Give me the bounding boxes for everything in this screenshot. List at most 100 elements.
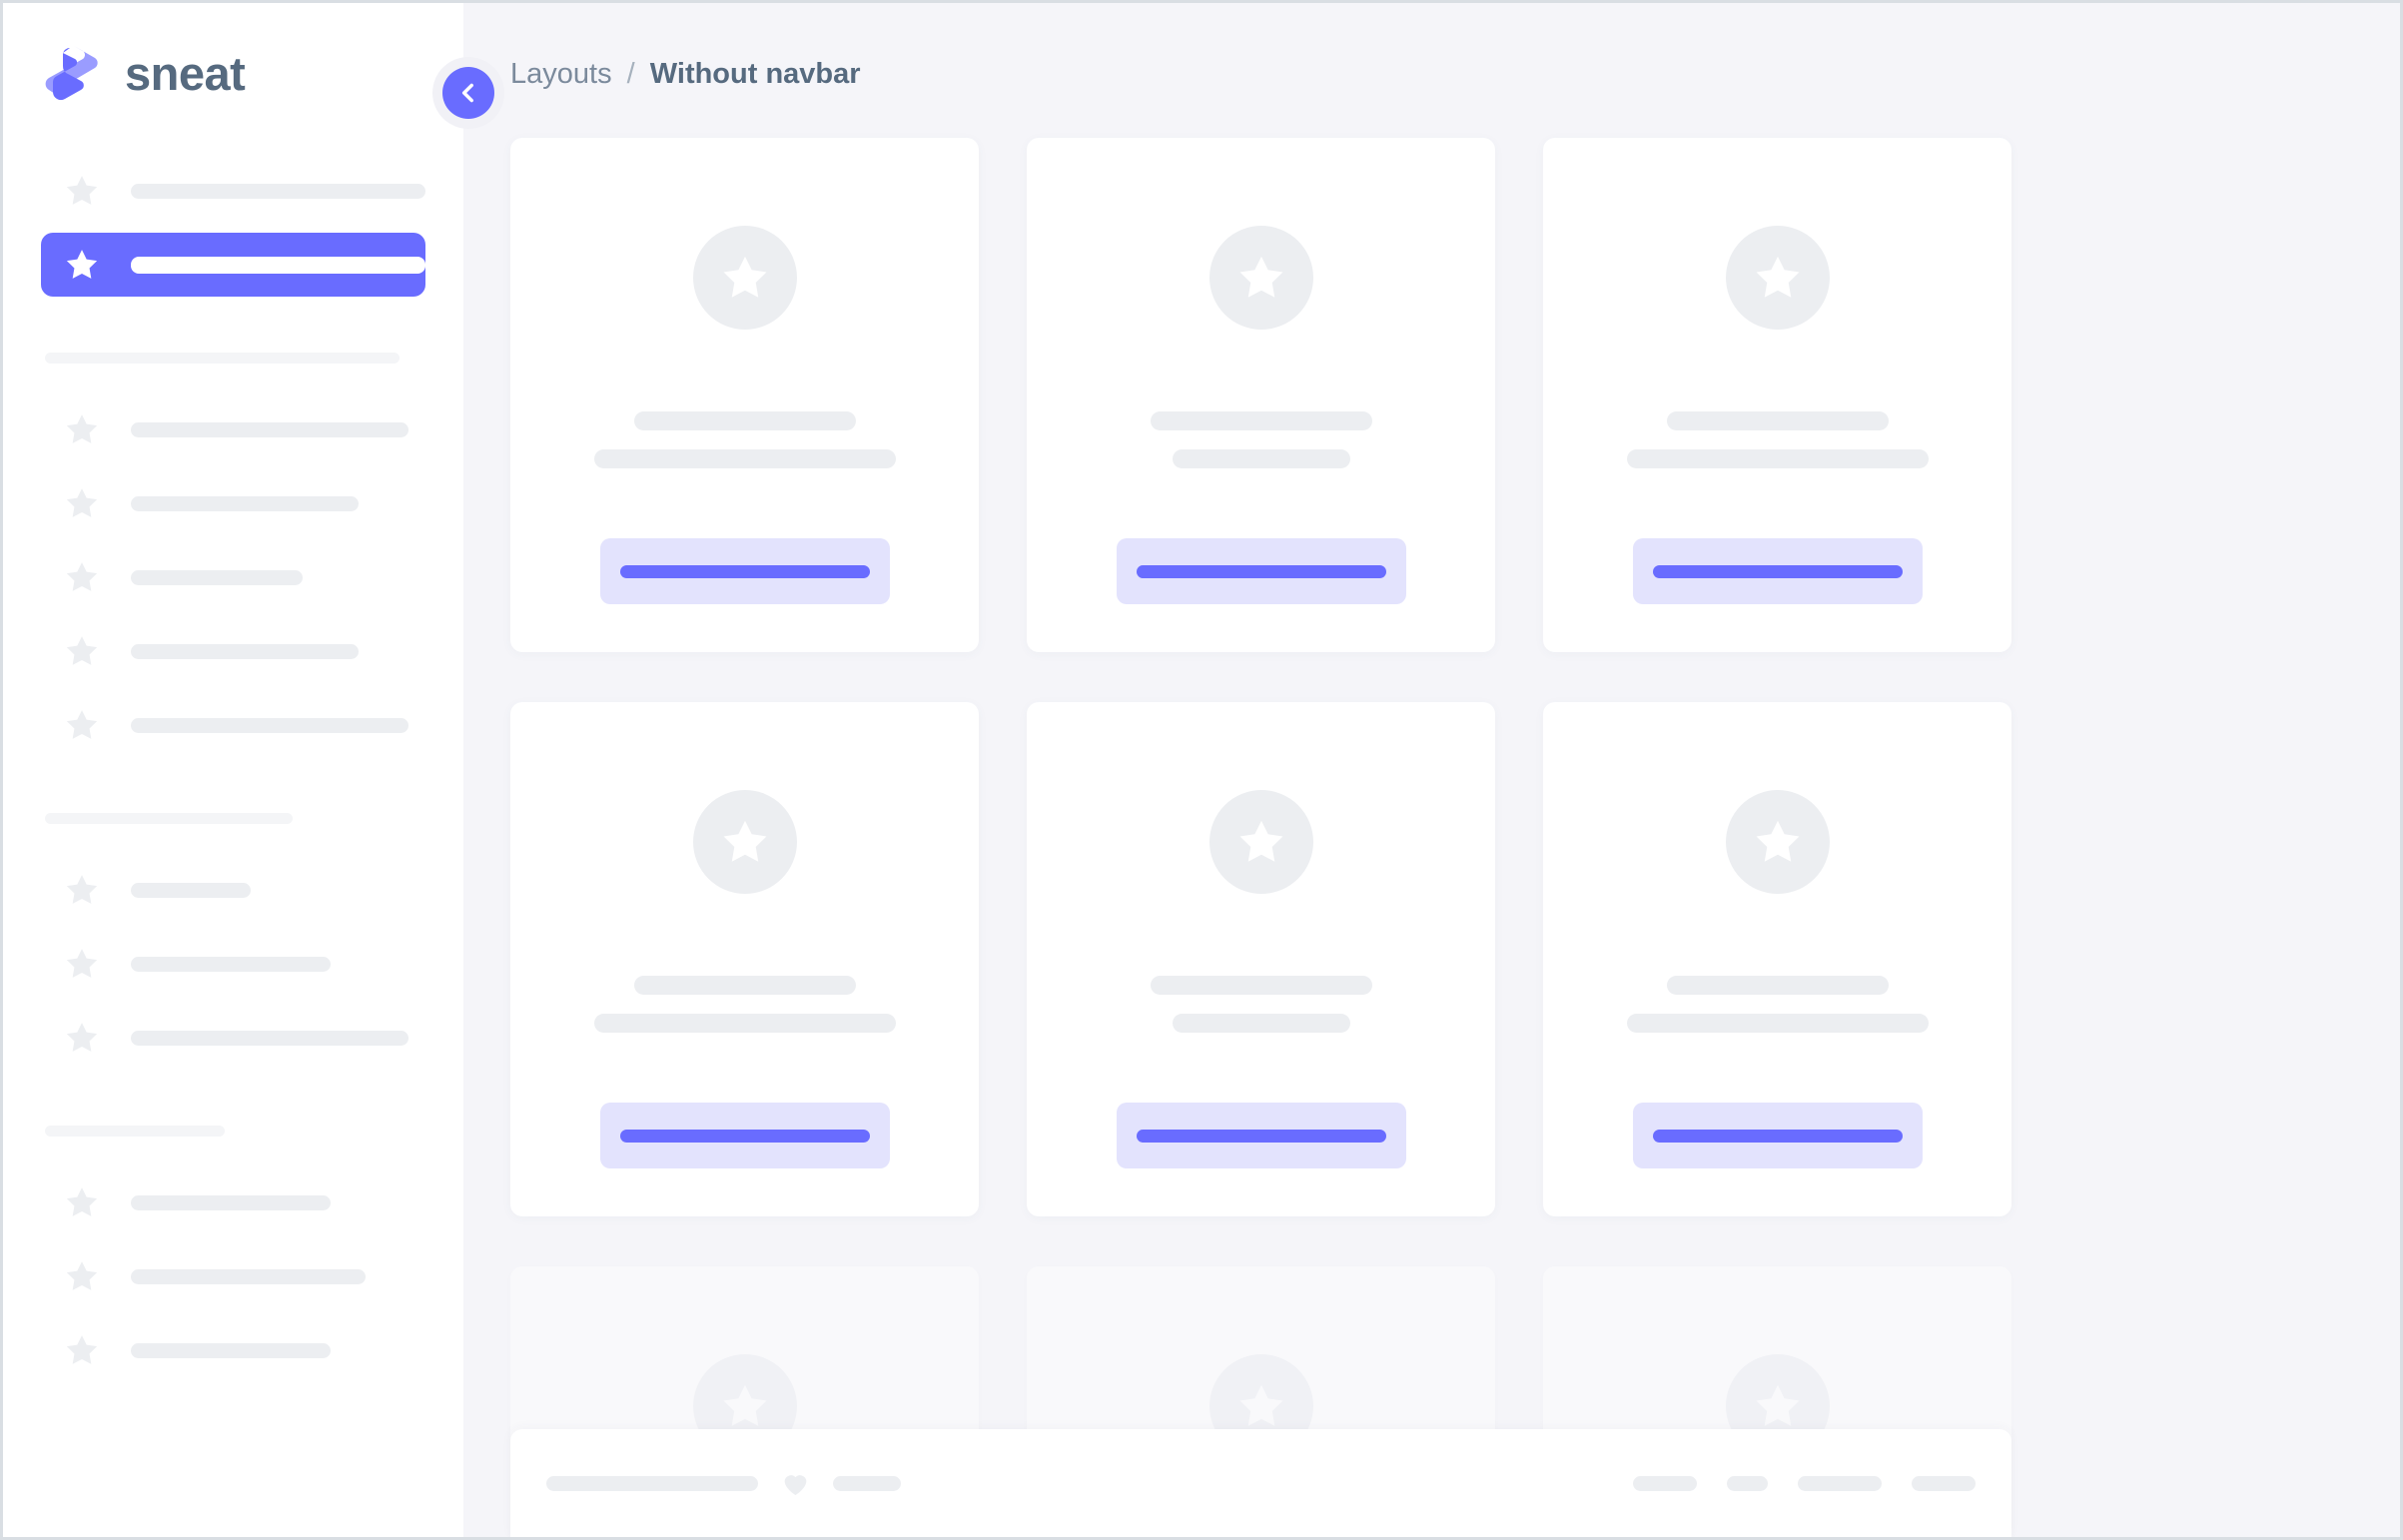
footer-text-skeleton (546, 1475, 758, 1491)
content-card[interactable] (1027, 702, 1495, 1216)
card-action-label-skeleton (1652, 564, 1903, 578)
breadcrumb-current: Without navbar (649, 58, 861, 90)
sidebar-item[interactable] (41, 545, 425, 609)
footer-text-skeleton (1798, 1475, 1882, 1491)
sidebar-item[interactable] (41, 619, 425, 683)
footer-right-group (1633, 1475, 1976, 1491)
content-card[interactable] (510, 702, 979, 1216)
star-icon (63, 871, 101, 909)
card-subtitle-skeleton (1172, 1014, 1350, 1033)
card-action-button[interactable] (599, 538, 890, 604)
menu-group-spacer (3, 1080, 463, 1126)
star-icon (63, 1331, 101, 1369)
sidebar-item-label-skeleton (131, 1194, 331, 1210)
menu-group-header (45, 1126, 225, 1137)
breadcrumb: Layouts / Without navbar (463, 3, 2400, 89)
sidebar-item[interactable] (41, 1318, 425, 1382)
content-card[interactable] (1543, 702, 2011, 1216)
star-icon (63, 945, 101, 983)
card-avatar (1208, 226, 1313, 330)
sidebar-item[interactable] (41, 397, 425, 461)
sidebar-item-label-skeleton (131, 956, 331, 972)
card-avatar (692, 226, 797, 330)
card-avatar (1725, 226, 1830, 330)
sidebar-item[interactable] (41, 1006, 425, 1070)
card-subtitle-skeleton (593, 1014, 896, 1033)
card-action-label-skeleton (1136, 1129, 1386, 1143)
sidebar-item[interactable] (41, 159, 425, 223)
card-subtitle-skeleton (1172, 449, 1350, 468)
sidebar-item[interactable] (41, 693, 425, 757)
footer-text-skeleton (1912, 1475, 1976, 1491)
star-icon (1751, 1379, 1805, 1433)
card-action-button[interactable] (1632, 538, 1923, 604)
sidebar-item[interactable] (41, 1244, 425, 1308)
sidebar-item-label-skeleton (131, 643, 359, 659)
footer-text-skeleton (1727, 1475, 1768, 1491)
sidebar-item-label-skeleton (131, 1268, 366, 1284)
card-action-label-skeleton (1652, 1129, 1903, 1143)
footer-text-skeleton (833, 1475, 901, 1491)
star-icon (1234, 1379, 1288, 1433)
chevron-left-icon (442, 67, 494, 119)
sidebar-item-label-skeleton (131, 1342, 331, 1358)
card-avatar (1725, 790, 1830, 894)
star-icon (1234, 251, 1288, 305)
card-title-skeleton (633, 976, 856, 995)
content-card[interactable] (510, 138, 979, 652)
star-icon (718, 815, 772, 869)
star-icon (63, 632, 101, 670)
sidebar-item-label-skeleton (131, 717, 408, 733)
sidebar-item[interactable] (41, 471, 425, 535)
card-avatar (1208, 790, 1313, 894)
menu-group-spacer (3, 767, 463, 813)
content-card[interactable] (1027, 138, 1495, 652)
star-icon (63, 1257, 101, 1295)
star-icon (63, 246, 101, 284)
star-icon (63, 484, 101, 522)
footer-left-group (546, 1468, 901, 1499)
card-action-button[interactable] (1632, 1103, 1923, 1168)
sidebar-item-label-skeleton (131, 882, 251, 898)
breadcrumb-parent[interactable]: Layouts (510, 58, 612, 90)
card-avatar (692, 790, 797, 894)
menu-group-header (45, 353, 400, 364)
star-icon (718, 1379, 772, 1433)
card-action-button[interactable] (1116, 1103, 1406, 1168)
star-icon (63, 1183, 101, 1221)
menu-group-spacer (3, 824, 463, 858)
card-subtitle-skeleton (593, 449, 896, 468)
menu-group-header (45, 813, 293, 824)
star-icon (63, 706, 101, 744)
card-action-label-skeleton (619, 564, 870, 578)
card-action-button[interactable] (1116, 538, 1406, 604)
sidebar-item-active[interactable] (41, 233, 425, 297)
sidebar-item[interactable] (41, 858, 425, 922)
sidebar-item-label-skeleton (131, 256, 425, 274)
card-action-button[interactable] (599, 1103, 890, 1168)
content-area: Layouts / Without navbar (463, 3, 2400, 1537)
sidebar-item-label-skeleton (131, 1030, 408, 1046)
card-title-skeleton (1150, 976, 1372, 995)
sidebar-item[interactable] (41, 932, 425, 996)
card-title-skeleton (633, 411, 856, 430)
sidebar-item-label-skeleton (131, 421, 408, 437)
content-card[interactable] (1543, 138, 2011, 652)
card-grid (463, 89, 2400, 1537)
sidebar: sneat (3, 3, 504, 1537)
star-icon (1751, 815, 1805, 869)
card-subtitle-skeleton (1626, 1014, 1929, 1033)
footer-text-skeleton (1633, 1475, 1697, 1491)
card-title-skeleton (1666, 976, 1889, 995)
sidebar-item[interactable] (41, 1170, 425, 1234)
menu-group-spacer (3, 1137, 463, 1170)
card-action-label-skeleton (1136, 564, 1386, 578)
sidebar-collapse-button[interactable] (432, 57, 504, 129)
sidebar-item-label-skeleton (131, 183, 425, 199)
card-title-skeleton (1150, 411, 1372, 430)
sneat-s-logo-icon (41, 42, 103, 104)
menu-group-spacer (3, 364, 463, 397)
brand[interactable]: sneat (3, 37, 463, 109)
sidebar-item-label-skeleton (131, 495, 359, 511)
